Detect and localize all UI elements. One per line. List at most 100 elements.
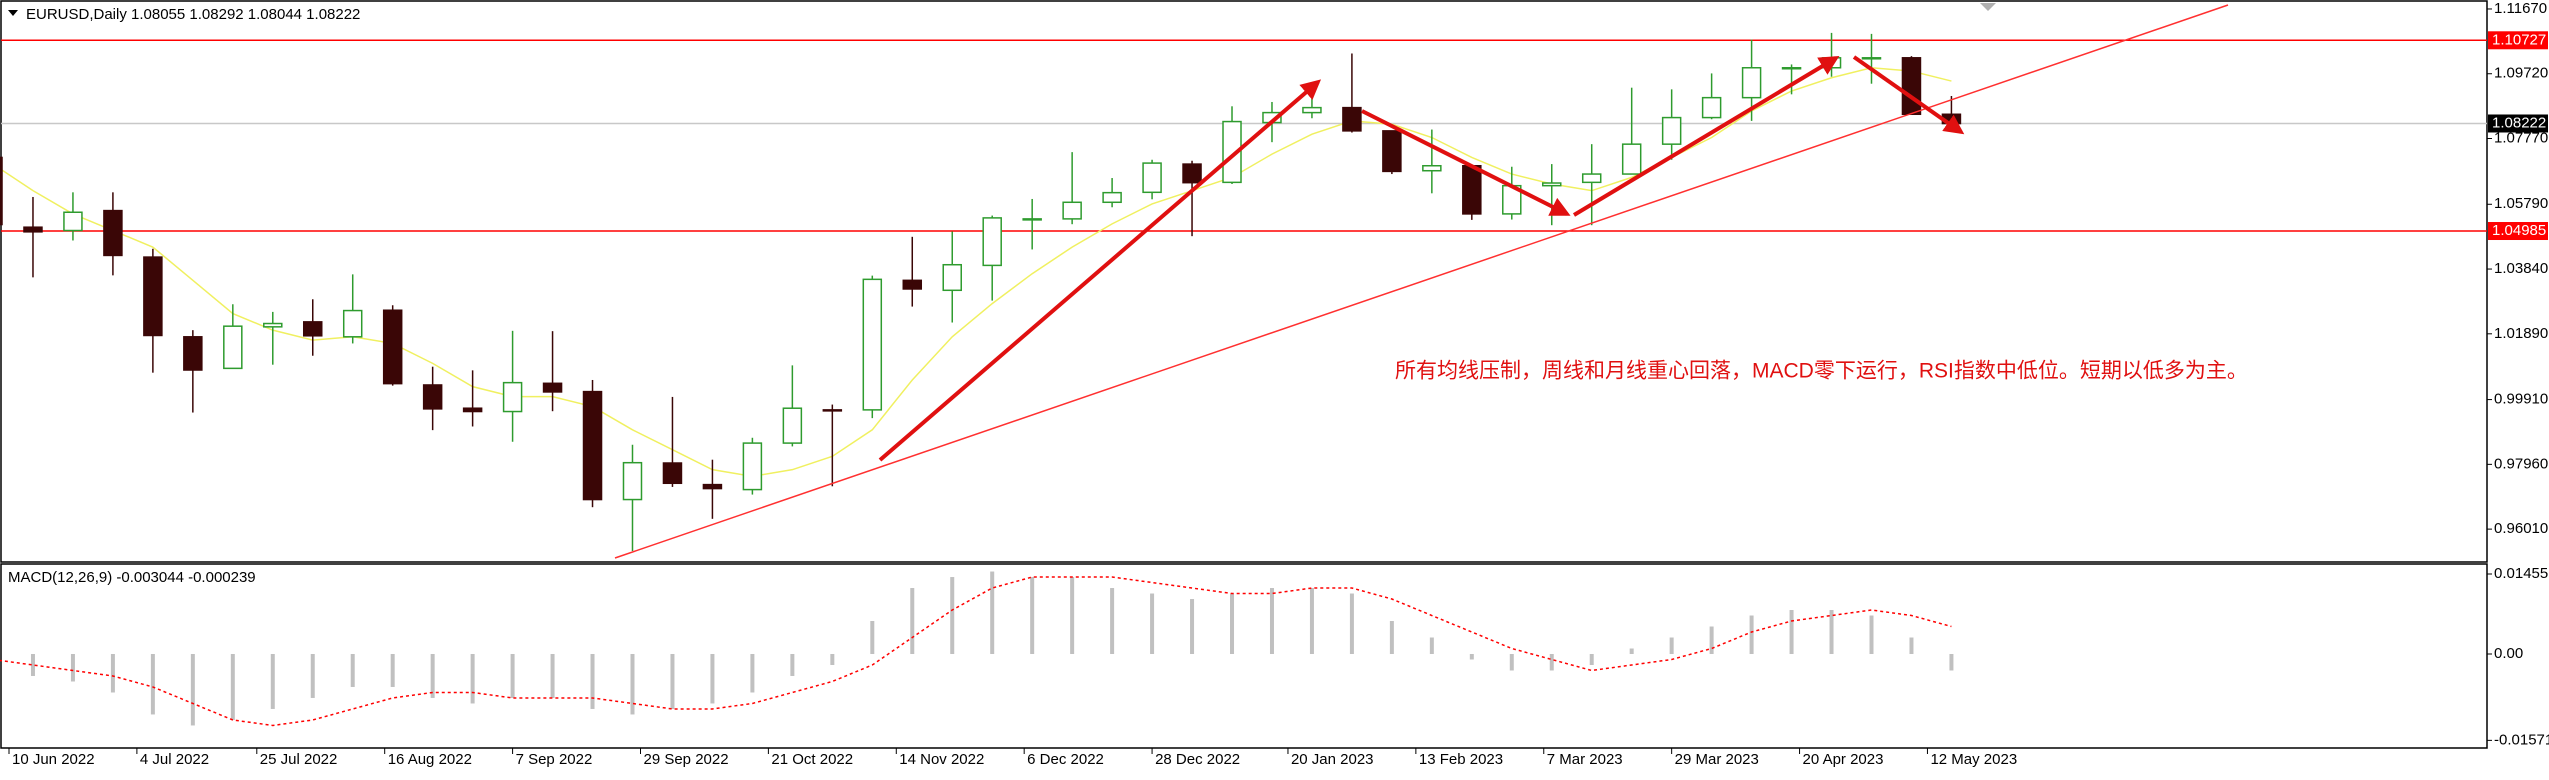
candle-body xyxy=(103,209,123,257)
level-box xyxy=(2488,222,2548,241)
x-tick-label: 7 Sep 2022 xyxy=(516,751,593,768)
moving-average xyxy=(0,67,1952,478)
macd-bar xyxy=(1949,653,1954,671)
macd-bar xyxy=(1749,615,1754,654)
macd-bar xyxy=(1709,626,1714,654)
candle-body xyxy=(1901,57,1922,116)
x-tick-label: 29 Sep 2022 xyxy=(643,751,728,768)
x-tick-label: 10 Jun 2022 xyxy=(12,751,95,768)
candle-body xyxy=(302,321,323,337)
macd-bar xyxy=(590,653,595,709)
y-tick-label: 1.11670 xyxy=(2494,0,2547,17)
candle-body xyxy=(1621,143,1642,175)
candle-body xyxy=(1382,130,1402,173)
candle-body xyxy=(1102,191,1122,204)
trend-arrow xyxy=(1852,55,1965,135)
candle-body xyxy=(582,390,603,501)
x-tick-label: 4 Jul 2022 xyxy=(140,751,209,768)
candle-body xyxy=(702,483,723,490)
candle-body xyxy=(822,409,843,412)
macd-bar xyxy=(110,653,115,693)
candle-body xyxy=(63,211,83,232)
macd-bar xyxy=(470,653,475,704)
candle-body xyxy=(622,461,643,501)
candle-body xyxy=(1701,96,1722,119)
level-label: 1.08222 xyxy=(2492,114,2546,131)
y-tick-label: 0.99910 xyxy=(2494,391,2548,408)
macd-bar xyxy=(270,653,275,709)
macd-bar xyxy=(230,653,235,720)
macd-frame xyxy=(0,563,2488,749)
macd-bar xyxy=(950,577,955,654)
macd-bar xyxy=(1389,621,1394,654)
candle-body xyxy=(342,309,363,338)
macd-bar xyxy=(1269,588,1274,654)
candle-body xyxy=(1222,120,1242,184)
trend-arrow xyxy=(1361,109,1571,216)
candle-body xyxy=(183,336,203,371)
macd-bar xyxy=(150,653,155,715)
macd-bar xyxy=(1669,637,1674,654)
y-tick-label: -0.01571 xyxy=(2494,731,2549,748)
macd-bar xyxy=(1789,610,1794,654)
candle-body xyxy=(143,256,163,337)
candle-body xyxy=(1661,116,1682,145)
candle-body xyxy=(382,309,403,385)
x-tick-label: 25 Jul 2022 xyxy=(260,751,338,768)
macd-bar xyxy=(1829,610,1834,654)
macd-bar xyxy=(550,653,555,698)
candle-body xyxy=(1581,173,1602,184)
candle-body xyxy=(462,407,483,413)
candle-body xyxy=(862,278,883,411)
candle-body xyxy=(1022,218,1042,221)
candle-body xyxy=(1781,67,1802,70)
macd-bar xyxy=(790,653,795,676)
macd-bar xyxy=(1230,593,1235,654)
macd-bar xyxy=(1429,637,1434,654)
x-tick-label: 28 Dec 2022 xyxy=(1155,751,1240,768)
plot-layer xyxy=(0,32,2487,727)
price-frame xyxy=(0,0,2488,563)
candle-body xyxy=(223,325,243,370)
macd-bar xyxy=(430,653,435,698)
macd-bar xyxy=(630,653,635,715)
candle-body xyxy=(1342,106,1362,132)
y-tick-label: 0.014551 xyxy=(2494,565,2549,582)
macd-bar xyxy=(710,653,715,704)
candle-body xyxy=(1861,57,1882,60)
candle-body xyxy=(1422,164,1442,172)
y-tick-label: 0.97960 xyxy=(2494,455,2548,472)
y-tick-label: 0.00 xyxy=(2494,645,2523,662)
macd-bar xyxy=(1349,593,1354,654)
macd-bar xyxy=(1110,588,1115,654)
trend-arrow xyxy=(878,79,1322,462)
candle-body xyxy=(23,226,43,233)
x-tick-label: 21 Oct 2022 xyxy=(771,751,853,768)
y-tick-label: 1.07770 xyxy=(2494,129,2548,146)
candle-body xyxy=(422,384,443,410)
macd-bar xyxy=(990,571,995,654)
macd-bar xyxy=(750,653,755,693)
candle-body xyxy=(662,462,683,485)
chart-title: EURUSD,Daily 1.08055 1.08292 1.08044 1.0… xyxy=(26,6,360,23)
level-box xyxy=(2488,31,2548,50)
y-tick-label: 1.01890 xyxy=(2494,325,2548,342)
x-tick-label: 7 Mar 2023 xyxy=(1547,751,1623,768)
x-tick-label: 20 Jan 2023 xyxy=(1291,751,1374,768)
macd-bar xyxy=(1150,593,1155,654)
candle-body xyxy=(1142,162,1162,194)
macd-bar xyxy=(190,653,195,726)
macd-bar xyxy=(830,653,835,665)
candle-body xyxy=(982,217,1002,267)
level-box xyxy=(2488,114,2548,133)
macd-title: MACD(12,26,9) -0.003044 -0.000239 xyxy=(8,569,256,586)
candle-body xyxy=(542,382,563,393)
macd-bar xyxy=(310,653,315,698)
candle-body xyxy=(0,156,3,226)
x-tick-label: 16 Aug 2022 xyxy=(388,751,472,768)
y-tick-label: 1.03840 xyxy=(2494,260,2548,277)
x-tick-label: 13 Feb 2023 xyxy=(1419,751,1503,768)
candle-body xyxy=(1062,201,1082,220)
candle-body xyxy=(902,279,923,290)
